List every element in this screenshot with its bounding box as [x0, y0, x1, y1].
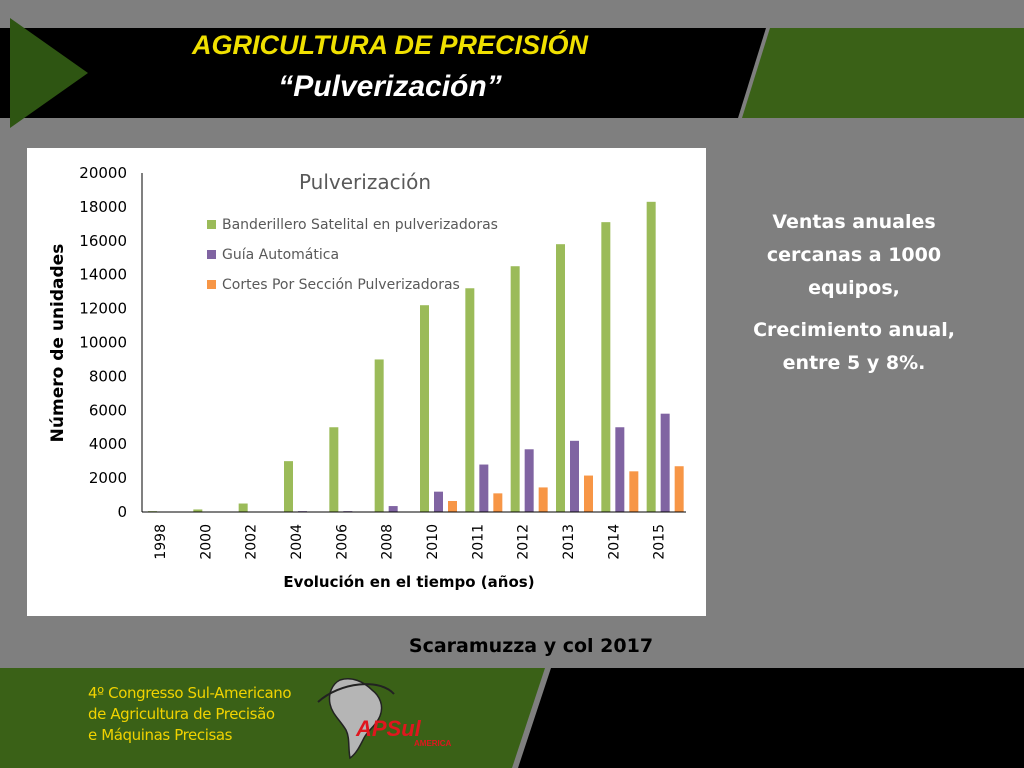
- x-tick-label: 2011: [470, 524, 486, 560]
- bar-series-1-2010: [420, 305, 429, 512]
- y-tick-label: 18000: [79, 198, 127, 216]
- bar-series-1-2011: [465, 288, 475, 512]
- slide-subtitle: “Pulverización”: [278, 70, 502, 103]
- x-axis-label: Evolución en el tiempo (años): [283, 573, 534, 591]
- sales-note: Ventas anuales cercanas a 1000 equipos,: [766, 211, 942, 299]
- logo-swoosh: [317, 683, 395, 703]
- congress-line-3: e Máquinas Precisas: [88, 726, 233, 744]
- bar-series-1-2012: [510, 266, 520, 512]
- legend-label: Guía Automática: [222, 247, 339, 263]
- x-tick-label: 2014: [606, 524, 622, 560]
- chart-title: Pulverización: [299, 170, 431, 194]
- x-tick-label: 2002: [244, 524, 260, 560]
- congress-line-2: de Agricultura de Precisão: [88, 705, 275, 723]
- y-tick-label: 4000: [89, 435, 127, 453]
- x-tick-label: 2000: [198, 524, 214, 560]
- x-tick-label: 2010: [425, 524, 441, 560]
- bar-series-1-2014: [601, 222, 611, 512]
- bar-series-2-2015: [660, 413, 670, 512]
- footer-green-band: [0, 668, 545, 768]
- y-tick-label: 8000: [89, 367, 127, 385]
- x-tick-label: 2006: [334, 524, 350, 560]
- x-tick-label: 2004: [289, 524, 305, 560]
- y-tick-label: 0: [117, 503, 127, 521]
- footer-black-band: [518, 668, 1024, 768]
- bar-series-1-2015: [646, 201, 656, 512]
- x-tick-label: 2015: [652, 524, 668, 560]
- legend-label: Cortes Por Sección Pulverizadoras: [222, 277, 460, 293]
- bar-series-3-2013: [584, 475, 593, 512]
- bar-series-3-2012: [538, 487, 548, 512]
- congress-line-1: 4º Congresso Sul-Americano: [88, 684, 292, 702]
- bar-series-2-2010: [434, 491, 443, 512]
- bar-series-1-2013: [556, 244, 565, 512]
- bar-series-1-2006: [329, 427, 339, 512]
- bar-series-3-2014: [629, 471, 639, 512]
- x-tick-label: 2012: [516, 524, 532, 560]
- legend-swatch: [207, 280, 216, 289]
- y-axis-label: Número de unidades: [48, 244, 68, 443]
- slide-title: AGRICULTURA DE PRECISIÓN: [191, 30, 588, 60]
- banner-arrow-shape: [10, 18, 88, 128]
- y-tick-label: 16000: [79, 232, 127, 250]
- bar-series-2-2011: [479, 464, 489, 512]
- title-banner: [0, 18, 1024, 128]
- congress-name: 4º Congresso Sul-Americano de Agricultur…: [88, 683, 328, 746]
- logo-wordmark: APSul: [355, 716, 422, 741]
- chart-container: 0 2000 4000 6000 8000 10000 12000 14000 16000 180…: [27, 148, 706, 616]
- x-tick-label: 2013: [561, 524, 577, 560]
- legend-swatch: [207, 250, 216, 259]
- x-tick-label: 2008: [380, 524, 396, 560]
- bar-series-2-2013: [570, 440, 579, 512]
- x-tick-label: 1998: [153, 524, 169, 560]
- bar-series-1-2002: [238, 503, 248, 512]
- y-axis-ticks: 0 2000 4000 6000 8000 10000 12000 14000 16000 180…: [79, 164, 127, 521]
- bar-series-1-2004: [284, 461, 293, 512]
- bar-series-2-2012: [524, 449, 534, 512]
- bar-series-2-2008: [388, 506, 398, 512]
- y-tick-label: 10000: [79, 334, 127, 352]
- bar-series-3-2011: [493, 493, 503, 512]
- bar-series-3-2015: [674, 466, 684, 512]
- y-tick-label: 2000: [89, 469, 127, 487]
- bar-series-1-2008: [374, 359, 384, 512]
- footer-band: [0, 668, 1024, 768]
- citation: Scaramuzza y col 2017: [408, 635, 654, 657]
- y-tick-label: 12000: [79, 300, 127, 318]
- y-tick-label: 14000: [79, 266, 127, 284]
- legend-label: Banderillero Satelital en pulverizadoras: [222, 217, 498, 233]
- banner-green-band: [742, 28, 1024, 118]
- bar-series-1-2000: [193, 509, 203, 512]
- bar-series-2-2014: [615, 427, 625, 512]
- bars-group: [148, 201, 684, 512]
- south-america-map-icon: [328, 678, 383, 760]
- bar-series-3-2010: [448, 500, 457, 512]
- growth-note: Crecimiento anual, entre 5 y 8%.: [753, 319, 955, 374]
- bar-chart: 0 2000 4000 6000 8000 10000 12000 14000 16000 180…: [48, 164, 686, 591]
- legend-swatch: [207, 220, 216, 229]
- y-tick-label: 20000: [79, 164, 127, 182]
- y-tick-label: 6000: [89, 401, 127, 419]
- x-axis-ticks: 1998 2000 2002 2004 2006 2008 2010 2011 2012 2013…: [153, 524, 668, 560]
- chart-legend: Banderillero Satelital en pulverizadoras…: [207, 217, 498, 293]
- apsul-logo: APSul AMERICA: [317, 678, 452, 760]
- banner-black-band: [0, 28, 766, 118]
- logo-subtext: AMERICA: [414, 739, 452, 748]
